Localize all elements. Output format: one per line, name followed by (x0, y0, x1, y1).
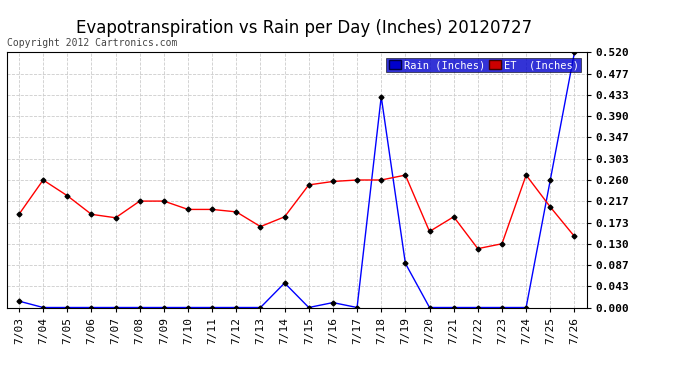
Legend: Rain (Inches), ET  (Inches): Rain (Inches), ET (Inches) (386, 58, 581, 72)
Text: Evapotranspiration vs Rain per Day (Inches) 20120727: Evapotranspiration vs Rain per Day (Inch… (75, 19, 532, 37)
Text: Copyright 2012 Cartronics.com: Copyright 2012 Cartronics.com (7, 38, 177, 48)
